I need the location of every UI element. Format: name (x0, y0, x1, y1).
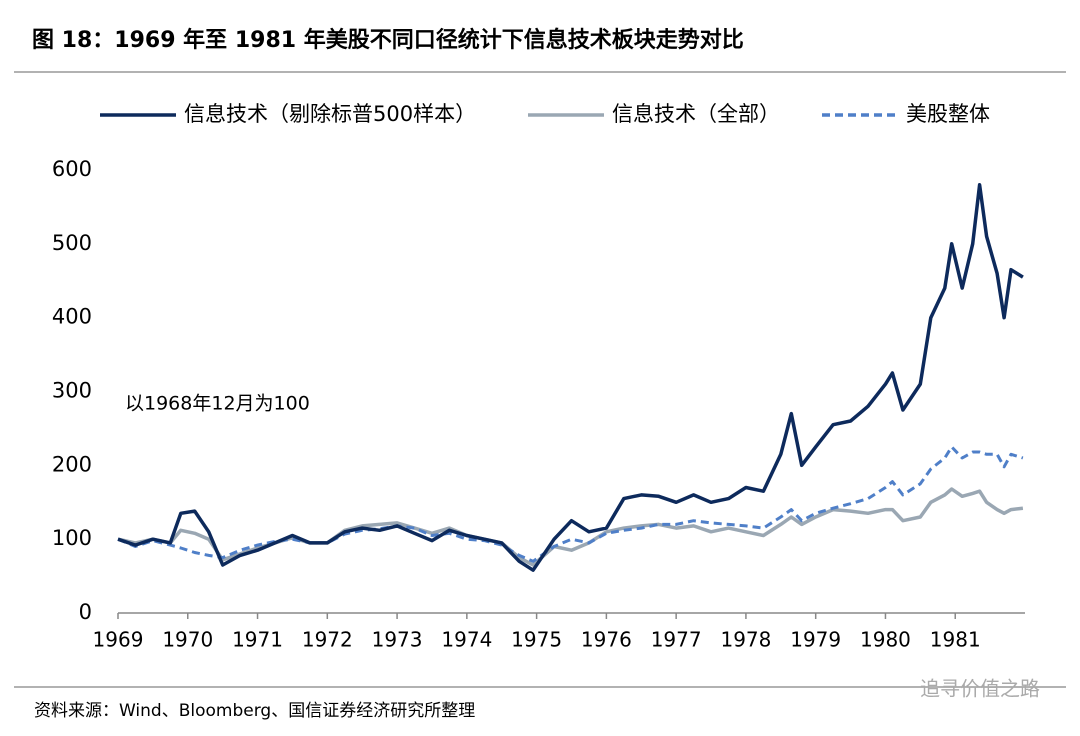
y-tick-label: 300 (52, 379, 92, 403)
legend-label: 信息技术（剔除标普500样本） (184, 102, 476, 126)
y-tick-label: 100 (52, 526, 92, 550)
x-tick-label: 1972 (302, 628, 353, 652)
x-tick-label: 1979 (790, 628, 841, 652)
x-tick-label: 1980 (860, 628, 911, 652)
series-line (117, 487, 1024, 567)
x-tick-label: 1975 (511, 628, 562, 652)
watermark: 追寻价值之路 (920, 677, 1040, 701)
x-tick-label: 1978 (720, 628, 771, 652)
series-line (117, 445, 1024, 563)
y-tick-label: 400 (52, 305, 92, 329)
y-tick-label: 0 (79, 600, 92, 624)
x-tick-label: 1974 (441, 628, 492, 652)
x-tick-label: 1971 (232, 628, 283, 652)
legend-label: 美股整体 (906, 102, 990, 126)
x-tick-label: 1969 (93, 628, 144, 652)
x-tick-label: 1973 (372, 628, 423, 652)
x-tick-label: 1977 (651, 628, 702, 652)
annotation: 以1968年12月为100 (125, 393, 310, 415)
legend-label: 信息技术（全部） (612, 102, 780, 126)
y-tick-label: 600 (52, 157, 92, 181)
source: 资料来源：Wind、Bloomberg、国信证券经济研究所整理 (34, 701, 475, 721)
x-tick-label: 1976 (581, 628, 632, 652)
y-tick-label: 200 (52, 452, 92, 476)
series-line (117, 183, 1024, 572)
x-tick-label: 1970 (162, 628, 213, 652)
chart-title: 图 18：1969 年至 1981 年美股不同口径统计下信息技术板块走势对比 (32, 27, 744, 53)
y-tick-label: 500 (52, 231, 92, 255)
x-tick-label: 1981 (930, 628, 981, 652)
